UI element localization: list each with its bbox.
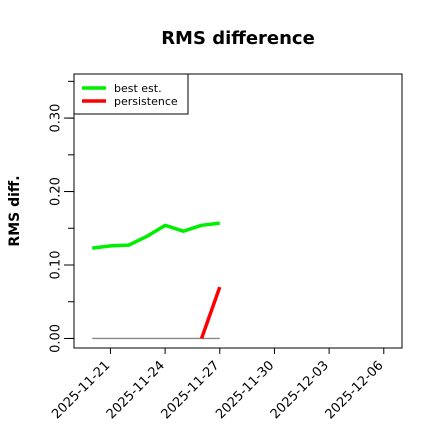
legend-box [73,73,189,115]
y-tick-label: 0.00 [49,324,64,353]
x-tick-label: 2025-12-06 [323,358,387,422]
series-line-best-est [92,221,220,250]
series-line-persistence [199,286,222,340]
y-tick-label: 0.30 [49,104,64,133]
series-layer [92,221,222,340]
y-tick-label: 0.10 [49,251,64,280]
legend-label-persistence: persistence [114,95,178,108]
chart-title: RMS difference [161,28,315,49]
y-axis: 0.00 0.10 0.20 0.30 [49,80,74,353]
y-tick-label: 0.20 [49,177,64,206]
legend-label-best-est: best est. [114,82,162,95]
x-axis: 2025-11-212025-11-242025-11-272025-11-30… [49,348,387,422]
legend: best est.persistence [73,73,189,115]
y-axis-label: RMS diff. [7,175,23,246]
plot-frame [73,73,403,349]
